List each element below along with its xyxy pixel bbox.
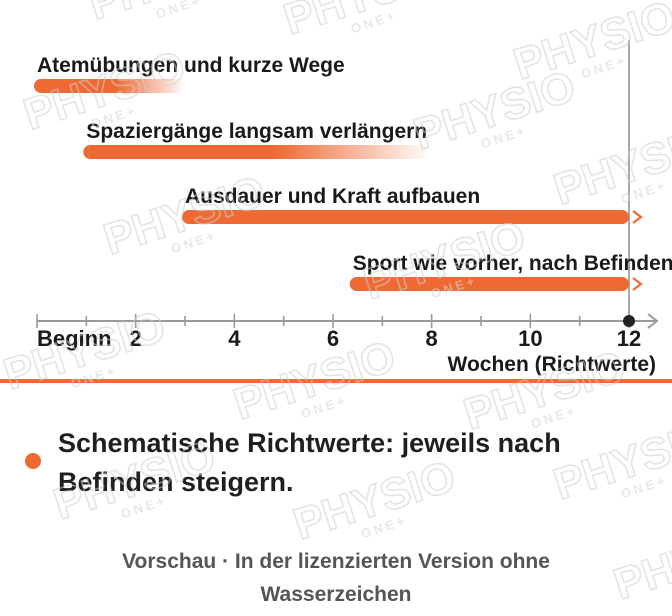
bar-continue-arrow-icon [632, 277, 643, 291]
x-tick-label: 8 [426, 326, 438, 351]
reference-marker-icon [623, 315, 635, 327]
bar-0 [34, 79, 185, 93]
x-tick-label: 4 [228, 326, 241, 351]
x-tick-label: 2 [130, 326, 142, 351]
bar-2 [182, 210, 629, 224]
note-text: Schematische Richtwerte: jeweils nach Be… [58, 428, 561, 497]
bar-label: Atemübungen und kurze Wege [37, 54, 345, 77]
bar-label: Sport wie vorher, nach Befinden [353, 252, 672, 275]
x-axis-title: Wochen (Richtwerte) [448, 353, 656, 376]
section-divider [0, 379, 672, 383]
bar-label: Spaziergänge langsam verlängern [86, 120, 427, 143]
svg-text:ONE+: ONE+ [299, 392, 349, 421]
footer-line-2: Wasserzeichen [260, 583, 412, 606]
bar-3 [349, 277, 629, 291]
x-tick-label: 6 [327, 326, 339, 351]
bar-1 [83, 145, 432, 159]
note-bullet-icon [25, 453, 41, 469]
svg-text:ONE+: ONE+ [359, 512, 409, 541]
bar-continue-arrow-icon [632, 210, 643, 224]
x-tick-label: 10 [518, 326, 542, 351]
preview-footer: Vorschau · In der lizenzierten Version o… [36, 545, 636, 611]
bar-label: Ausdauer und Kraft aufbauen [185, 185, 480, 208]
x-axis-arrow-icon [647, 313, 659, 329]
footer-line-1: Vorschau · In der lizenzierten Version o… [122, 550, 550, 573]
bars-group: Atemübungen und kurze Wege Spaziergänge l… [34, 54, 672, 291]
x-tick-label: Beginn [37, 326, 112, 351]
timeline-chart: Atemübungen und kurze Wege Spaziergänge l… [34, 40, 672, 376]
x-tick-label: 12 [617, 326, 641, 351]
x-axis: Beginn 2 4 6 8 10 12 [36, 313, 659, 351]
